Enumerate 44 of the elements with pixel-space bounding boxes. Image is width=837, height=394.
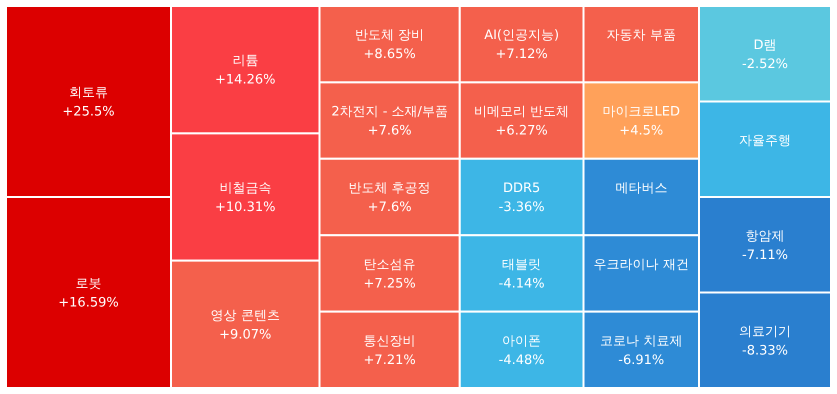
category-label: 자동차 부품 bbox=[606, 28, 676, 44]
data-label: +7.6% bbox=[368, 124, 412, 139]
data-label: +14.26% bbox=[215, 72, 276, 88]
category-label: 아이폰 bbox=[502, 334, 542, 349]
category-label: 반도체 장비 bbox=[355, 28, 424, 44]
data-label: -4.14% bbox=[498, 276, 545, 292]
data-label: +9.07% bbox=[219, 327, 272, 342]
category-label: 항암제 bbox=[746, 228, 784, 244]
data-label: +16.59% bbox=[58, 296, 119, 310]
data-label: -7.11% bbox=[742, 248, 788, 263]
category-label: 반도체 후공정 bbox=[348, 181, 431, 196]
category-label: 로봇 bbox=[76, 276, 102, 292]
category-label: 마이크로LED bbox=[602, 104, 680, 120]
category-label: 우크라이나 재건 bbox=[594, 257, 689, 272]
data-label: +7.25% bbox=[364, 276, 416, 292]
category-label: 리튬 bbox=[232, 54, 258, 69]
category-label: DDR5 bbox=[502, 181, 540, 196]
data-label: +7.6% bbox=[368, 200, 412, 215]
data-label: +25.5% bbox=[62, 104, 115, 120]
category-label: 비철금속 bbox=[219, 181, 272, 196]
category-label: 의료기기 bbox=[739, 324, 791, 340]
category-label: 2차전지 - 소재/부품 bbox=[331, 104, 448, 120]
category-label: AI(인공지능) bbox=[484, 28, 560, 44]
category-label: D램 bbox=[753, 38, 777, 53]
category-label: 통신장비 bbox=[364, 334, 416, 349]
data-label: +6.27% bbox=[496, 124, 548, 139]
data-label: -2.52% bbox=[742, 56, 788, 72]
category-label: 메타버스 bbox=[615, 181, 668, 196]
category-label: 비메모리 반도체 bbox=[474, 104, 570, 120]
data-label: -4.48% bbox=[498, 352, 545, 368]
data-label: -3.36% bbox=[498, 200, 545, 215]
data-label: +10.31% bbox=[215, 200, 276, 215]
data-label: +4.5% bbox=[619, 124, 664, 139]
category-label: 자율주행 bbox=[739, 133, 791, 148]
category-label: 탄소섬유 bbox=[364, 257, 416, 272]
category-label: 회토류 bbox=[69, 86, 108, 100]
data-label: +7.12% bbox=[496, 47, 548, 62]
data-label: +8.65% bbox=[364, 47, 416, 62]
category-label: 코로나 치료제 bbox=[600, 334, 682, 349]
data-label: -6.91% bbox=[618, 352, 664, 368]
category-label: 영상 콘텐츠 bbox=[210, 308, 280, 324]
category-label: 태블릿 bbox=[502, 257, 542, 272]
data-label: +7.21% bbox=[364, 352, 416, 368]
data-label: -8.33% bbox=[742, 343, 788, 358]
